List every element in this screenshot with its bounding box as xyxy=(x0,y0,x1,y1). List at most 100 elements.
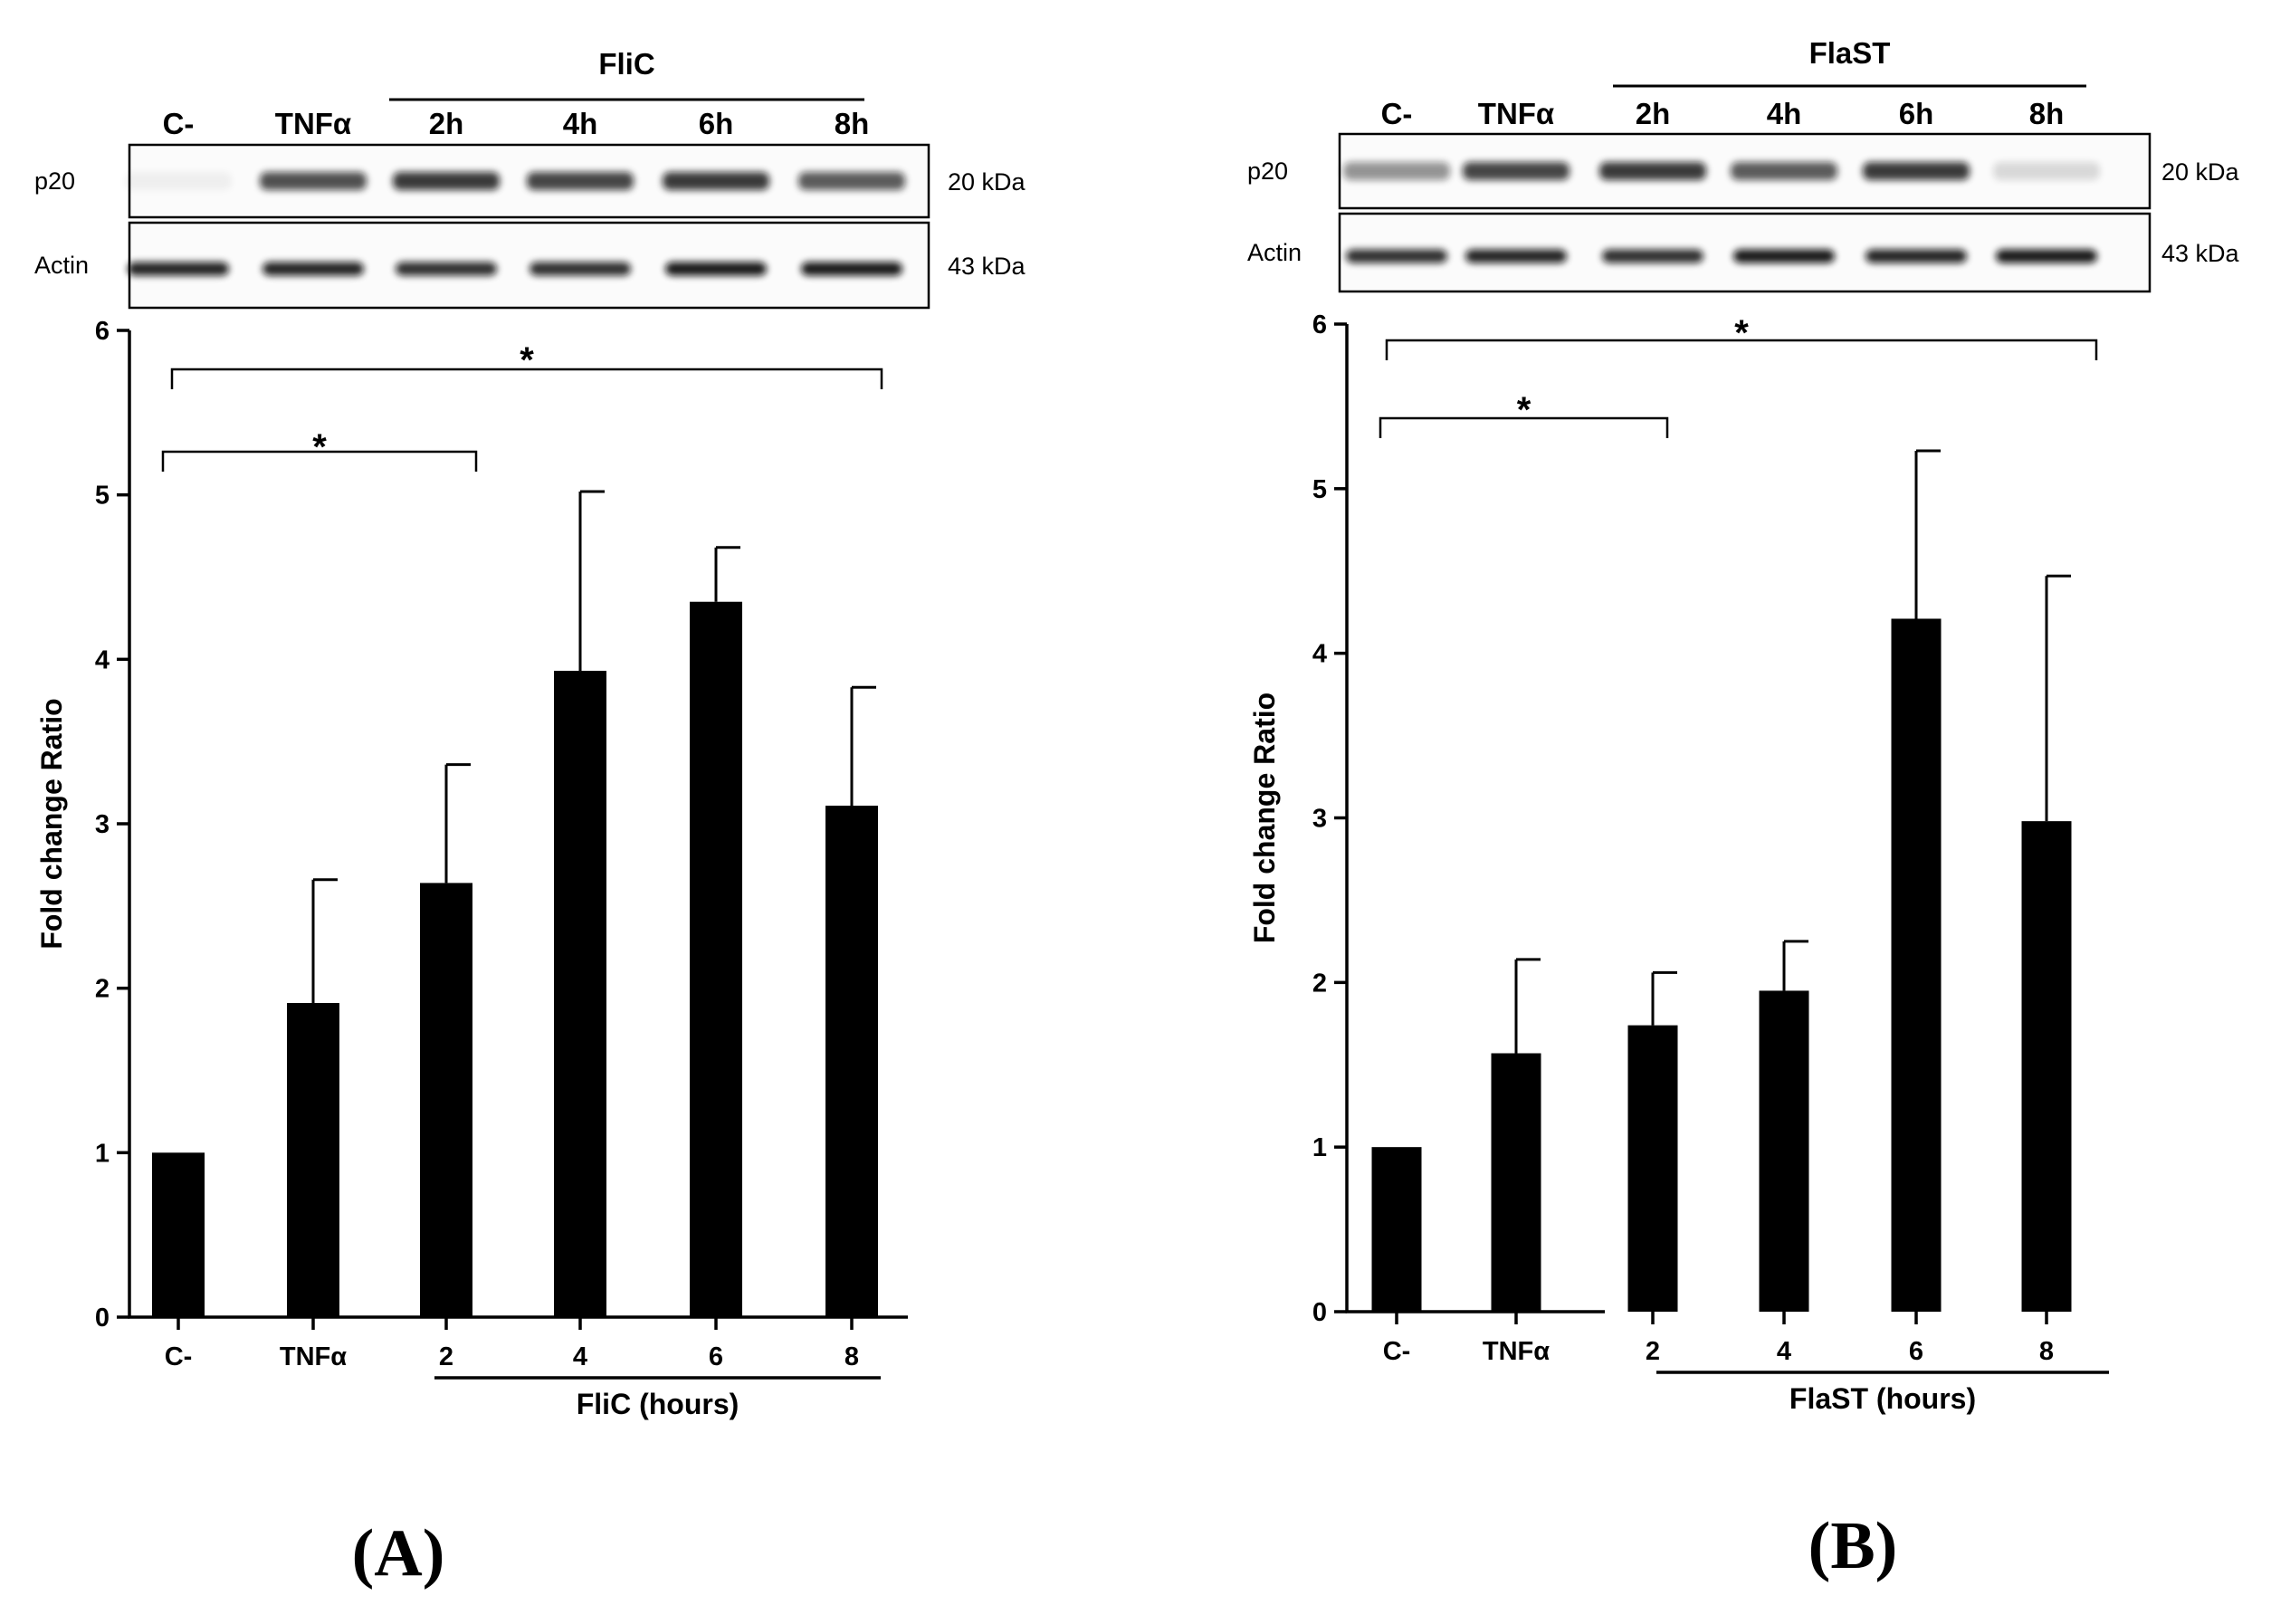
a-y-tick-label: 5 xyxy=(95,482,110,511)
b-x-category-label: 6 xyxy=(1909,1337,1923,1366)
b-blot-size-label: 20 kDa xyxy=(2161,158,2240,186)
b-y-tick-label: 6 xyxy=(1312,310,1327,339)
a-blot-row-frame xyxy=(128,221,930,310)
b-y-tick-label: 0 xyxy=(1312,1298,1327,1327)
b-bar-3 xyxy=(1759,990,1809,1312)
a-panel-label: (A) xyxy=(352,1516,445,1591)
b-blot-band xyxy=(1463,162,1570,180)
a-blot-band xyxy=(530,262,631,276)
b-blot-band xyxy=(1465,249,1567,263)
b-y-tick-label: 5 xyxy=(1312,475,1327,504)
b-bar-4 xyxy=(1891,618,1942,1312)
b-blot-protein-label: Actin xyxy=(1247,239,1302,266)
b-significance-star: * xyxy=(1517,390,1531,430)
a-blot-band xyxy=(125,172,232,190)
b-blot-protein-label: p20 xyxy=(1247,158,1288,185)
b-y-tick-label: 3 xyxy=(1312,805,1327,834)
a-blot-band xyxy=(128,262,229,276)
b-blot-band xyxy=(1602,249,1703,263)
a-y-tick-label: 2 xyxy=(95,975,110,1004)
a-lane-label: 8h xyxy=(835,107,870,140)
b-lane-label: 6h xyxy=(1899,97,1934,130)
a-blot-band xyxy=(801,262,902,276)
b-blot-band xyxy=(1346,249,1447,263)
a-y-tick-label: 1 xyxy=(95,1139,110,1168)
b-blot-band xyxy=(1599,162,1706,180)
a-bar-1 xyxy=(287,1003,339,1317)
b-y-tick-label: 2 xyxy=(1312,969,1327,998)
a-bar-0 xyxy=(152,1152,205,1317)
a-blot-band xyxy=(396,262,497,276)
b-significance-star: * xyxy=(1734,313,1749,353)
a-x-category-label: 8 xyxy=(844,1342,859,1371)
a-x-category-label: 2 xyxy=(439,1342,453,1371)
a-x-category-label: 4 xyxy=(573,1342,587,1371)
b-bar-2 xyxy=(1627,1025,1678,1312)
b-blot-band xyxy=(1731,162,1837,180)
b-blot-band xyxy=(1996,249,2097,263)
a-blot-band xyxy=(393,172,500,190)
b-blot-band xyxy=(1733,249,1835,263)
a-y-axis-label: Fold change Ratio xyxy=(35,698,68,949)
a-x-category-label: TNFα xyxy=(280,1342,347,1371)
a-x-category-label: 6 xyxy=(709,1342,723,1371)
b-lane-label: 2h xyxy=(1636,97,1671,130)
b-panel-label: (B) xyxy=(1808,1509,1898,1583)
b-bar-1 xyxy=(1491,1053,1541,1312)
a-y-tick-label: 4 xyxy=(95,645,110,674)
a-x-category-label: C- xyxy=(165,1342,193,1371)
b-lane-label: 4h xyxy=(1767,97,1802,130)
a-bar-2 xyxy=(420,883,472,1317)
a-blot-band xyxy=(665,262,767,276)
b-lane-label: TNFα xyxy=(1478,97,1554,130)
a-blot-size-label: 20 kDa xyxy=(948,168,1026,196)
b-blot-band xyxy=(1993,162,2100,180)
b-x-axis-label: FlaST (hours) xyxy=(1789,1382,1976,1415)
b-significance-bracket xyxy=(1385,339,2098,360)
a-blot-band xyxy=(798,172,905,190)
b-bar-0 xyxy=(1371,1147,1422,1312)
a-significance-bracket xyxy=(170,368,883,389)
b-y-tick-label: 1 xyxy=(1312,1133,1327,1162)
a-blot-protein-label: p20 xyxy=(34,167,75,195)
a-blot-band xyxy=(260,172,367,190)
b-y-tick-label: 4 xyxy=(1312,640,1327,669)
b-blot-band xyxy=(1343,162,1450,180)
b-x-category-label: 8 xyxy=(2039,1337,2054,1366)
b-lane-label: C- xyxy=(1381,97,1413,130)
b-significance-bracket xyxy=(1379,416,1669,438)
b-blot-size-label: 43 kDa xyxy=(2161,240,2240,267)
a-significance-star: * xyxy=(520,340,534,380)
b-lane-label: 8h xyxy=(2029,97,2065,130)
a-y-tick-label: 6 xyxy=(95,317,110,346)
a-bar-4 xyxy=(690,601,742,1317)
b-y-axis-label: Fold change Ratio xyxy=(1248,693,1281,943)
a-significance-bracket xyxy=(161,450,478,472)
a-blot-band xyxy=(262,262,364,276)
a-lane-label: 4h xyxy=(563,107,598,140)
b-x-category-label: TNFα xyxy=(1483,1337,1550,1366)
b-treatment-label: FlaST xyxy=(1809,36,1891,70)
a-bar-5 xyxy=(825,806,878,1317)
a-y-tick-label: 3 xyxy=(95,810,110,839)
a-lane-label: 2h xyxy=(429,107,464,140)
a-blot-band xyxy=(527,172,634,190)
b-x-category-label: 2 xyxy=(1646,1337,1660,1366)
a-lane-label: C- xyxy=(163,107,195,140)
a-treatment-label: FliC xyxy=(598,47,654,81)
a-blot-band xyxy=(663,172,769,190)
a-y-tick-label: 0 xyxy=(95,1304,110,1333)
b-bar-5 xyxy=(2021,821,2072,1312)
a-x-axis-label: FliC (hours) xyxy=(577,1388,739,1420)
a-blot-protein-label: Actin xyxy=(34,252,89,279)
a-bar-3 xyxy=(554,671,606,1317)
b-blot-band xyxy=(1865,249,1967,263)
a-blot-size-label: 43 kDa xyxy=(948,253,1026,280)
a-lane-label: TNFα xyxy=(275,107,351,140)
b-blot-band xyxy=(1863,162,1970,180)
b-x-category-label: C- xyxy=(1383,1337,1411,1366)
a-significance-star: * xyxy=(312,427,327,467)
a-lane-label: 6h xyxy=(699,107,734,140)
b-x-category-label: 4 xyxy=(1777,1337,1791,1366)
